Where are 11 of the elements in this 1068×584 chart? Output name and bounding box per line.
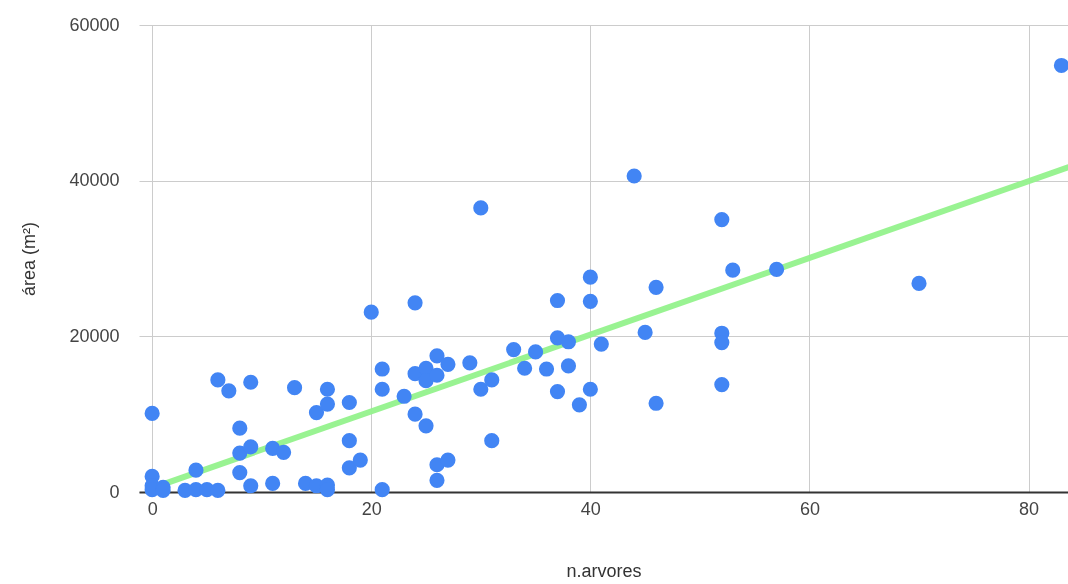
y-tick-label: 60000: [69, 14, 120, 35]
x-tick-label: 40: [580, 498, 601, 519]
x-tick-label: 20: [361, 498, 382, 519]
x-axis-title: n.arvores: [566, 560, 642, 581]
y-axis-title: área (m²): [19, 221, 40, 297]
y-tick-label: 40000: [69, 170, 120, 191]
x-tick-label: 60: [799, 498, 820, 519]
x-tick-label: 0: [147, 498, 158, 519]
x-tick-label: 80: [1019, 498, 1040, 519]
y-tick-label: 0: [109, 481, 120, 502]
y-tick-label: 20000: [69, 325, 120, 346]
